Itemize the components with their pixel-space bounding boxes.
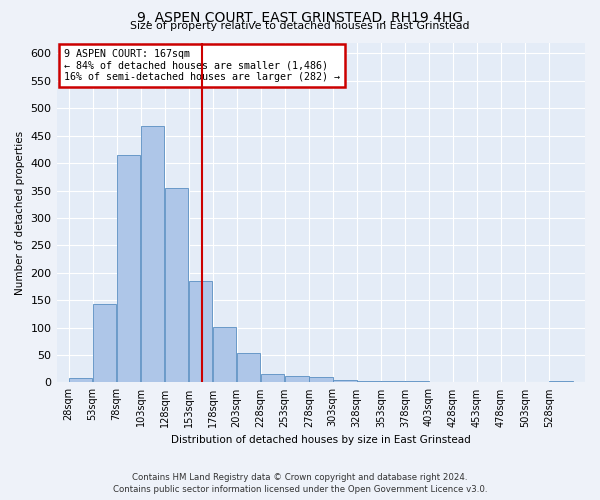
Bar <box>309 378 332 382</box>
Text: Size of property relative to detached houses in East Grinstead: Size of property relative to detached ho… <box>130 21 470 31</box>
Bar <box>141 126 164 382</box>
Text: 9 ASPEN COURT: 167sqm
← 84% of detached houses are smaller (1,486)
16% of semi-d: 9 ASPEN COURT: 167sqm ← 84% of detached … <box>64 50 340 82</box>
Y-axis label: Number of detached properties: Number of detached properties <box>15 130 25 294</box>
Bar <box>69 378 92 382</box>
Bar <box>261 374 284 382</box>
Bar <box>189 281 212 382</box>
Bar <box>357 381 380 382</box>
Bar <box>549 381 573 382</box>
Bar <box>213 326 236 382</box>
Bar <box>237 354 260 382</box>
Bar <box>93 304 116 382</box>
Bar <box>333 380 356 382</box>
Bar <box>381 381 404 382</box>
Bar <box>285 376 308 382</box>
Text: 9, ASPEN COURT, EAST GRINSTEAD, RH19 4HG: 9, ASPEN COURT, EAST GRINSTEAD, RH19 4HG <box>137 11 463 25</box>
X-axis label: Distribution of detached houses by size in East Grinstead: Distribution of detached houses by size … <box>171 435 470 445</box>
Bar <box>165 188 188 382</box>
Text: Contains HM Land Registry data © Crown copyright and database right 2024.
Contai: Contains HM Land Registry data © Crown c… <box>113 472 487 494</box>
Bar <box>117 155 140 382</box>
